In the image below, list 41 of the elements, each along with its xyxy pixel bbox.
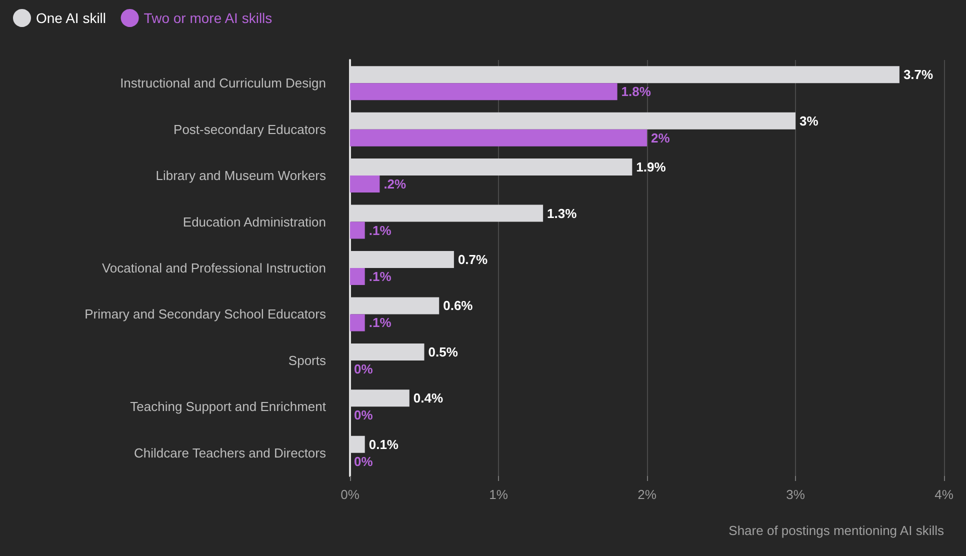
bar [350, 268, 365, 285]
y-tick-label: Primary and Secondary School Educators [84, 306, 326, 322]
data-label: 0.7% [458, 252, 488, 267]
x-tick-label: 3% [786, 487, 806, 502]
data-label: 1.8% [621, 84, 652, 100]
data-label: 0.6% [443, 298, 474, 314]
data-label: 0.5% [428, 344, 458, 360]
bar [350, 129, 647, 146]
data-label: 2% [651, 130, 670, 146]
x-axis-title: Share of postings mentioning AI skills [728, 523, 944, 538]
x-tick-label: 2% [638, 487, 657, 502]
data-label: 0% [354, 408, 374, 423]
y-tick-label: Childcare Teachers and Directors [134, 445, 326, 460]
data-label: 3% [800, 113, 819, 128]
y-tick-label: Library and Museum Workers [156, 168, 326, 184]
y-tick-label: Vocational and Professional Instruction [102, 260, 326, 276]
y-tick-label: Instructional and Curriculum Design [120, 76, 326, 91]
x-tick-label: 4% [934, 487, 954, 502]
data-label: 3.7% [903, 67, 934, 82]
x-tick-label: 0% [340, 487, 360, 502]
y-tick-label: Teaching Support and Enrichment [130, 399, 326, 414]
data-label: 0% [354, 454, 374, 469]
bar [350, 314, 365, 332]
data-label: .1% [368, 269, 392, 284]
bar [350, 83, 618, 100]
legend-label: Two or more AI skills [144, 10, 272, 26]
data-label: 1.9% [636, 160, 666, 175]
data-label: .1% [368, 222, 392, 238]
data-label: .1% [368, 315, 392, 330]
bar [350, 176, 380, 193]
y-tick-label: Education Administration [182, 214, 326, 230]
data-label: 0% [354, 361, 374, 376]
data-label: .2% [384, 176, 407, 192]
y-tick-label: Sports [288, 352, 326, 368]
legend-label: One AI skill [36, 10, 106, 26]
data-label: 1.3% [547, 206, 578, 221]
y-tick-label: Post-secondary Educators [174, 122, 326, 137]
data-label: 0.1% [368, 436, 399, 452]
data-label: 0.4% [413, 390, 444, 406]
bar [350, 222, 365, 239]
x-tick-label: 1% [489, 487, 508, 502]
